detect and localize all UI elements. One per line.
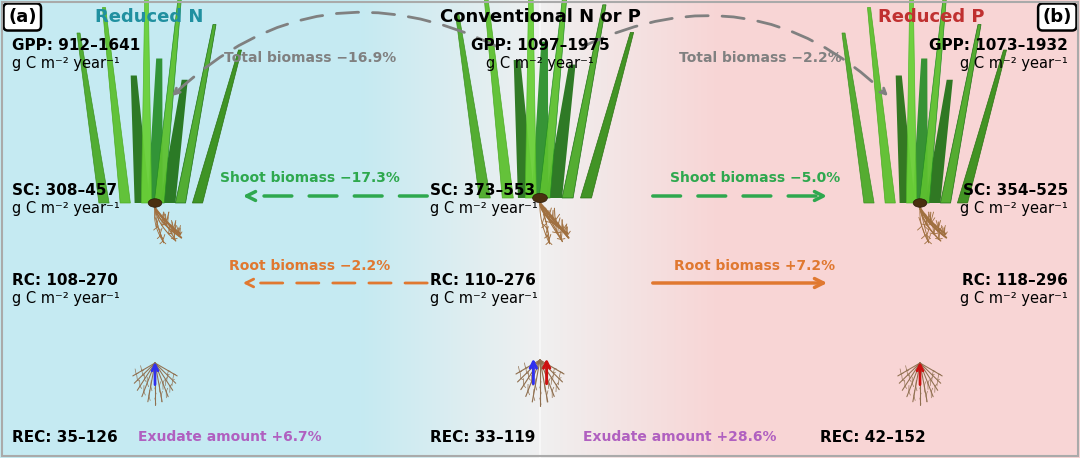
Text: GPP: 912–1641: GPP: 912–1641 (12, 38, 140, 53)
Text: REC: 42–152: REC: 42–152 (820, 430, 926, 445)
Polygon shape (545, 65, 576, 198)
Text: RC: 118–296: RC: 118–296 (962, 273, 1068, 288)
Polygon shape (456, 14, 490, 198)
Text: GPP: 1097–1975: GPP: 1097–1975 (471, 38, 609, 53)
Text: Total biomass −2.2%: Total biomass −2.2% (678, 51, 841, 65)
Text: g C m⁻² year⁻¹: g C m⁻² year⁻¹ (12, 291, 120, 306)
Polygon shape (895, 76, 915, 203)
Polygon shape (77, 33, 109, 203)
Text: g C m⁻² year⁻¹: g C m⁻² year⁻¹ (12, 56, 120, 71)
Text: Reduced N: Reduced N (95, 8, 203, 26)
Polygon shape (103, 7, 131, 203)
Polygon shape (867, 7, 895, 203)
Polygon shape (141, 0, 151, 203)
Text: g C m⁻² year⁻¹: g C m⁻² year⁻¹ (430, 201, 538, 216)
Text: GPP: 1073–1932: GPP: 1073–1932 (929, 38, 1068, 53)
Polygon shape (919, 0, 947, 203)
Ellipse shape (914, 199, 927, 207)
Text: g C m⁻² year⁻¹: g C m⁻² year⁻¹ (960, 291, 1068, 306)
Text: (a): (a) (8, 8, 37, 26)
Text: SC: 373–553: SC: 373–553 (430, 183, 535, 198)
Text: g C m⁻² year⁻¹: g C m⁻² year⁻¹ (486, 56, 594, 71)
Polygon shape (562, 5, 606, 198)
Polygon shape (160, 80, 188, 203)
Polygon shape (154, 0, 183, 203)
Polygon shape (525, 0, 537, 198)
Text: Shoot biomass −17.3%: Shoot biomass −17.3% (220, 171, 400, 185)
Polygon shape (483, 0, 513, 198)
Ellipse shape (532, 193, 548, 202)
Text: Root biomass +7.2%: Root biomass +7.2% (674, 259, 836, 273)
Polygon shape (926, 80, 953, 203)
Polygon shape (957, 50, 1007, 203)
Polygon shape (131, 76, 150, 203)
Text: Total biomass −16.9%: Total biomass −16.9% (224, 51, 396, 65)
Text: (b): (b) (1042, 8, 1072, 26)
Polygon shape (580, 33, 634, 198)
Text: g C m⁻² year⁻¹: g C m⁻² year⁻¹ (960, 201, 1068, 216)
Polygon shape (913, 59, 928, 203)
Text: SC: 308–457: SC: 308–457 (12, 183, 117, 198)
Text: REC: 33–119: REC: 33–119 (430, 430, 536, 445)
Text: g C m⁻² year⁻¹: g C m⁻² year⁻¹ (12, 201, 120, 216)
Text: Shoot biomass −5.0%: Shoot biomass −5.0% (670, 171, 840, 185)
Text: Conventional N or P: Conventional N or P (440, 8, 640, 26)
Polygon shape (941, 24, 981, 203)
Polygon shape (175, 24, 216, 203)
Polygon shape (531, 42, 549, 198)
Polygon shape (539, 0, 569, 198)
Text: Exudate amount +6.7%: Exudate amount +6.7% (138, 430, 322, 444)
Text: Root biomass −2.2%: Root biomass −2.2% (229, 259, 391, 273)
Text: Exudate amount +28.6%: Exudate amount +28.6% (583, 430, 777, 444)
Text: RC: 110–276: RC: 110–276 (430, 273, 536, 288)
Polygon shape (842, 33, 874, 203)
Text: Reduced P: Reduced P (878, 8, 985, 26)
Text: g C m⁻² year⁻¹: g C m⁻² year⁻¹ (430, 291, 538, 306)
Polygon shape (906, 0, 917, 203)
Text: SC: 354–525: SC: 354–525 (962, 183, 1068, 198)
Ellipse shape (148, 199, 162, 207)
Text: g C m⁻² year⁻¹: g C m⁻² year⁻¹ (960, 56, 1068, 71)
Text: REC: 35–126: REC: 35–126 (12, 430, 118, 445)
Text: RC: 108–270: RC: 108–270 (12, 273, 118, 288)
Polygon shape (192, 50, 242, 203)
Polygon shape (514, 60, 535, 198)
Polygon shape (147, 59, 163, 203)
